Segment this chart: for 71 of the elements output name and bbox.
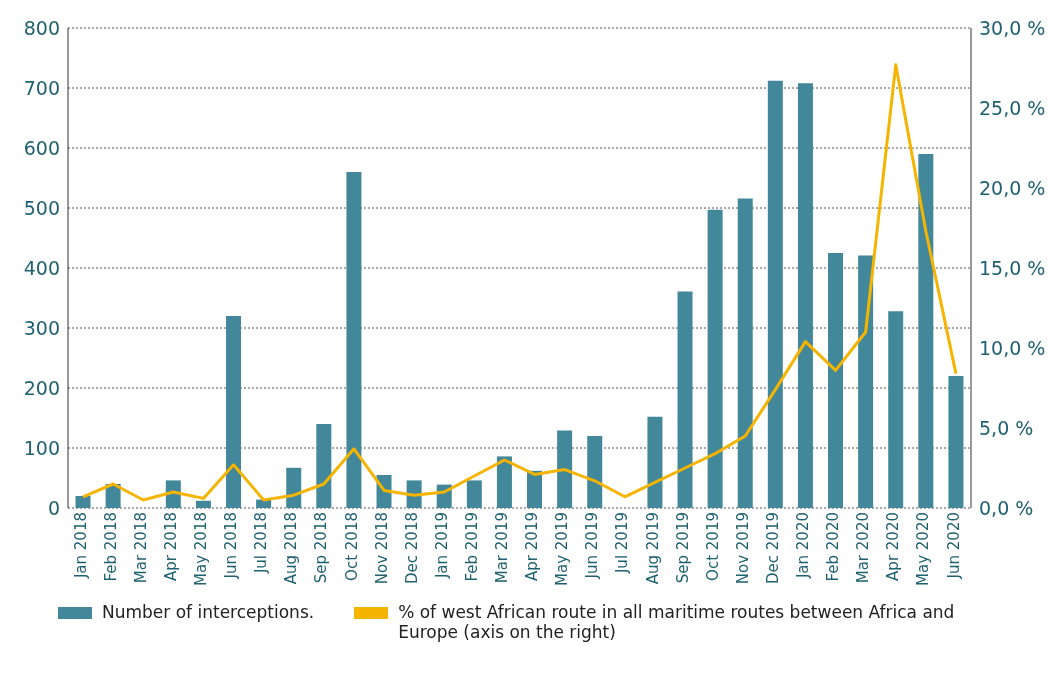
bar <box>286 467 302 508</box>
y-tick-label: 700 <box>23 76 60 99</box>
bar <box>466 480 482 508</box>
x-tick-label: Mar 2020 <box>854 512 873 584</box>
x-tick-label: Jan 2019 <box>432 512 451 580</box>
bar <box>316 424 332 508</box>
legend-label: % of west African route in all maritime routes between Africa and Europe (axis on the right) <box>398 602 956 642</box>
bar <box>828 253 844 508</box>
x-tick-label: Jul 2019 <box>613 512 632 575</box>
x-tick-label: Jan 2018 <box>71 512 90 580</box>
y2-tick-label: 15,0 % <box>979 256 1046 279</box>
bar <box>647 416 663 508</box>
x-tick-label: Apr 2020 <box>884 512 903 581</box>
bar <box>888 311 904 508</box>
x-tick-label: Mar 2019 <box>493 512 512 584</box>
bar <box>948 376 964 508</box>
x-tick-label: May 2020 <box>914 512 933 586</box>
bar <box>707 209 723 508</box>
y2-tick-label: 30,0 % <box>979 16 1046 39</box>
x-tick-label: May 2019 <box>553 512 572 586</box>
x-tick-label: Sep 2019 <box>673 512 692 584</box>
y-tick-label: 0 <box>47 496 60 519</box>
x-tick-label: Dec 2019 <box>764 512 782 584</box>
bar <box>195 500 211 508</box>
bar <box>496 456 512 508</box>
x-tick-label: Apr 2018 <box>162 512 180 581</box>
y-tick-label: 600 <box>23 136 60 159</box>
x-tick-label: Nov 2018 <box>372 512 391 585</box>
x-tick-label: Feb 2020 <box>824 512 843 582</box>
bar <box>75 496 91 508</box>
y-tick-label: 200 <box>23 376 60 399</box>
y2-tick-label: 20,0 % <box>979 176 1046 199</box>
bar <box>918 154 934 508</box>
x-tick-label: Nov 2019 <box>733 512 752 585</box>
line-series <box>81 63 958 502</box>
bar <box>346 172 362 508</box>
bar <box>677 291 693 508</box>
x-tick-label: Feb 2018 <box>101 512 120 582</box>
bar <box>527 470 543 508</box>
x-tick-label: Aug 2018 <box>282 512 301 585</box>
y-tick-label: 100 <box>23 436 60 459</box>
x-tick-label: Jul 2018 <box>252 512 271 575</box>
bar <box>587 436 603 508</box>
x-tick-label: Sep 2018 <box>312 512 331 584</box>
bar <box>858 255 874 508</box>
bar <box>797 83 813 508</box>
bar <box>557 430 573 508</box>
x-tick-label: Feb 2019 <box>463 512 481 582</box>
y2-tick-label: 5,0 % <box>979 416 1034 439</box>
bar <box>767 80 783 508</box>
y-tick-label: 400 <box>23 256 60 279</box>
x-tick-label: Jan 2020 <box>794 512 813 580</box>
bar <box>737 198 753 508</box>
x-tick-label: Apr 2019 <box>523 512 542 581</box>
y-tick-label: 500 <box>23 196 60 219</box>
y2-tick-label: 0,0 % <box>979 496 1034 519</box>
x-tick-label: Jun 2018 <box>222 512 241 580</box>
x-tick-label: Dec 2018 <box>402 512 421 584</box>
x-tick-label: May 2018 <box>192 512 211 586</box>
y-tick-label: 800 <box>23 16 60 39</box>
y2-tick-label: 25,0 % <box>979 96 1046 119</box>
x-tick-label: Jun 2020 <box>944 512 963 580</box>
x-tick-label: Mar 2018 <box>131 512 150 584</box>
bar <box>226 316 242 508</box>
y2-tick-label: 10,0 % <box>979 336 1046 359</box>
legend-label: Number of interceptions. <box>102 602 315 622</box>
x-tick-label: Oct 2018 <box>342 512 361 581</box>
y-tick-label: 300 <box>23 316 60 339</box>
x-tick-label: Aug 2019 <box>643 512 662 585</box>
x-tick-label: Jun 2019 <box>583 512 602 580</box>
x-tick-label: Oct 2019 <box>703 512 722 581</box>
